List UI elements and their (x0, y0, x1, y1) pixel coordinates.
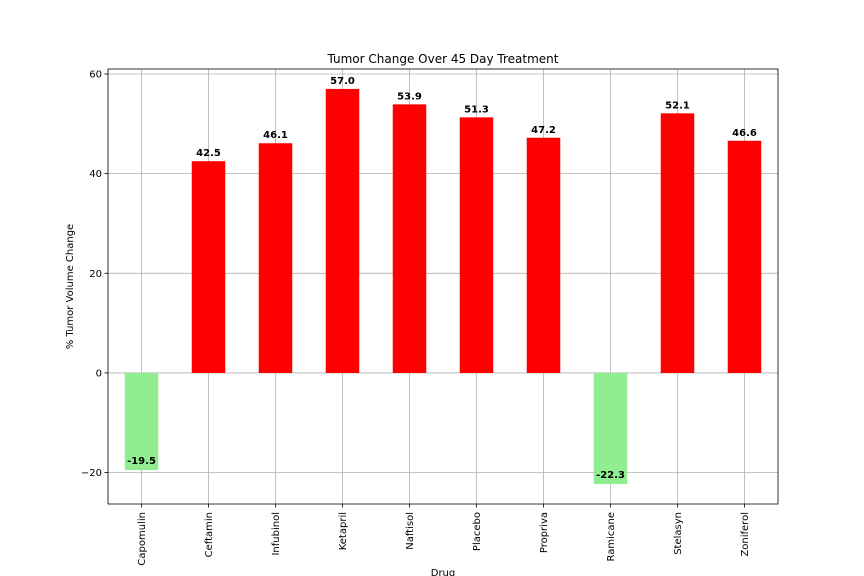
x-tick-label: Ketapril (338, 512, 349, 550)
x-axis-label: Drug (431, 568, 456, 576)
bar-ketapril (325, 88, 360, 373)
chart-title: Tumor Change Over 45 Day Treatment (327, 52, 559, 66)
x-tick-label: Propriva (539, 512, 550, 553)
bar-capomulin (124, 372, 159, 471)
data-label-stelasyn: 52.1 (665, 100, 690, 111)
y-tick-label: −20 (81, 468, 102, 479)
bar-zoniferol (727, 140, 762, 373)
data-label-ketapril: 57.0 (330, 76, 355, 87)
bar-ramicane (593, 372, 628, 485)
data-labels: -19.5 42.5 46.1 57.0 53.9 51.3 47.2 -22.3 52.1 46… (127, 76, 757, 481)
bar-ceftamin (191, 161, 226, 373)
x-tick-label: Stelasyn (673, 512, 684, 555)
y-tick-label: 20 (89, 269, 102, 280)
x-tick-label: Ramicane (606, 512, 617, 562)
bar-naftisol (392, 104, 427, 373)
y-axis-ticks: −20 0 20 40 60 (81, 69, 108, 479)
y-axis-label: % Tumor Volume Change (65, 224, 76, 349)
y-tick-label: 40 (89, 169, 102, 180)
y-tick-label: 60 (89, 69, 102, 80)
data-label-ramicane: -22.3 (596, 470, 625, 481)
bars (124, 88, 762, 485)
x-tick-label: Infubinol (271, 512, 282, 556)
bar-stelasyn (660, 113, 695, 373)
x-tick-label: Ceftamin (204, 512, 215, 557)
data-label-placebo: 51.3 (464, 104, 489, 115)
x-tick-label: Zoniferol (740, 512, 751, 557)
data-label-zoniferol: 46.6 (732, 128, 757, 139)
x-tick-label: Placebo (472, 512, 483, 551)
data-label-propriva: 47.2 (531, 125, 556, 136)
bar-infubinol (258, 143, 293, 373)
plot-frame (107, 68, 779, 505)
x-tick-label: Naftisol (405, 512, 416, 550)
x-tick-label: Capomulin (137, 512, 148, 566)
bar-propriva (526, 137, 561, 373)
y-tick-label: 0 (96, 368, 102, 379)
data-label-ceftamin: 42.5 (196, 148, 221, 159)
data-label-capomulin: -19.5 (127, 456, 156, 467)
bar-placebo (459, 117, 494, 373)
x-axis-ticks: Capomulin Ceftamin Infubinol Ketapril Naftis… (137, 504, 751, 566)
data-label-naftisol: 53.9 (397, 91, 422, 102)
data-label-infubinol: 46.1 (263, 130, 288, 141)
